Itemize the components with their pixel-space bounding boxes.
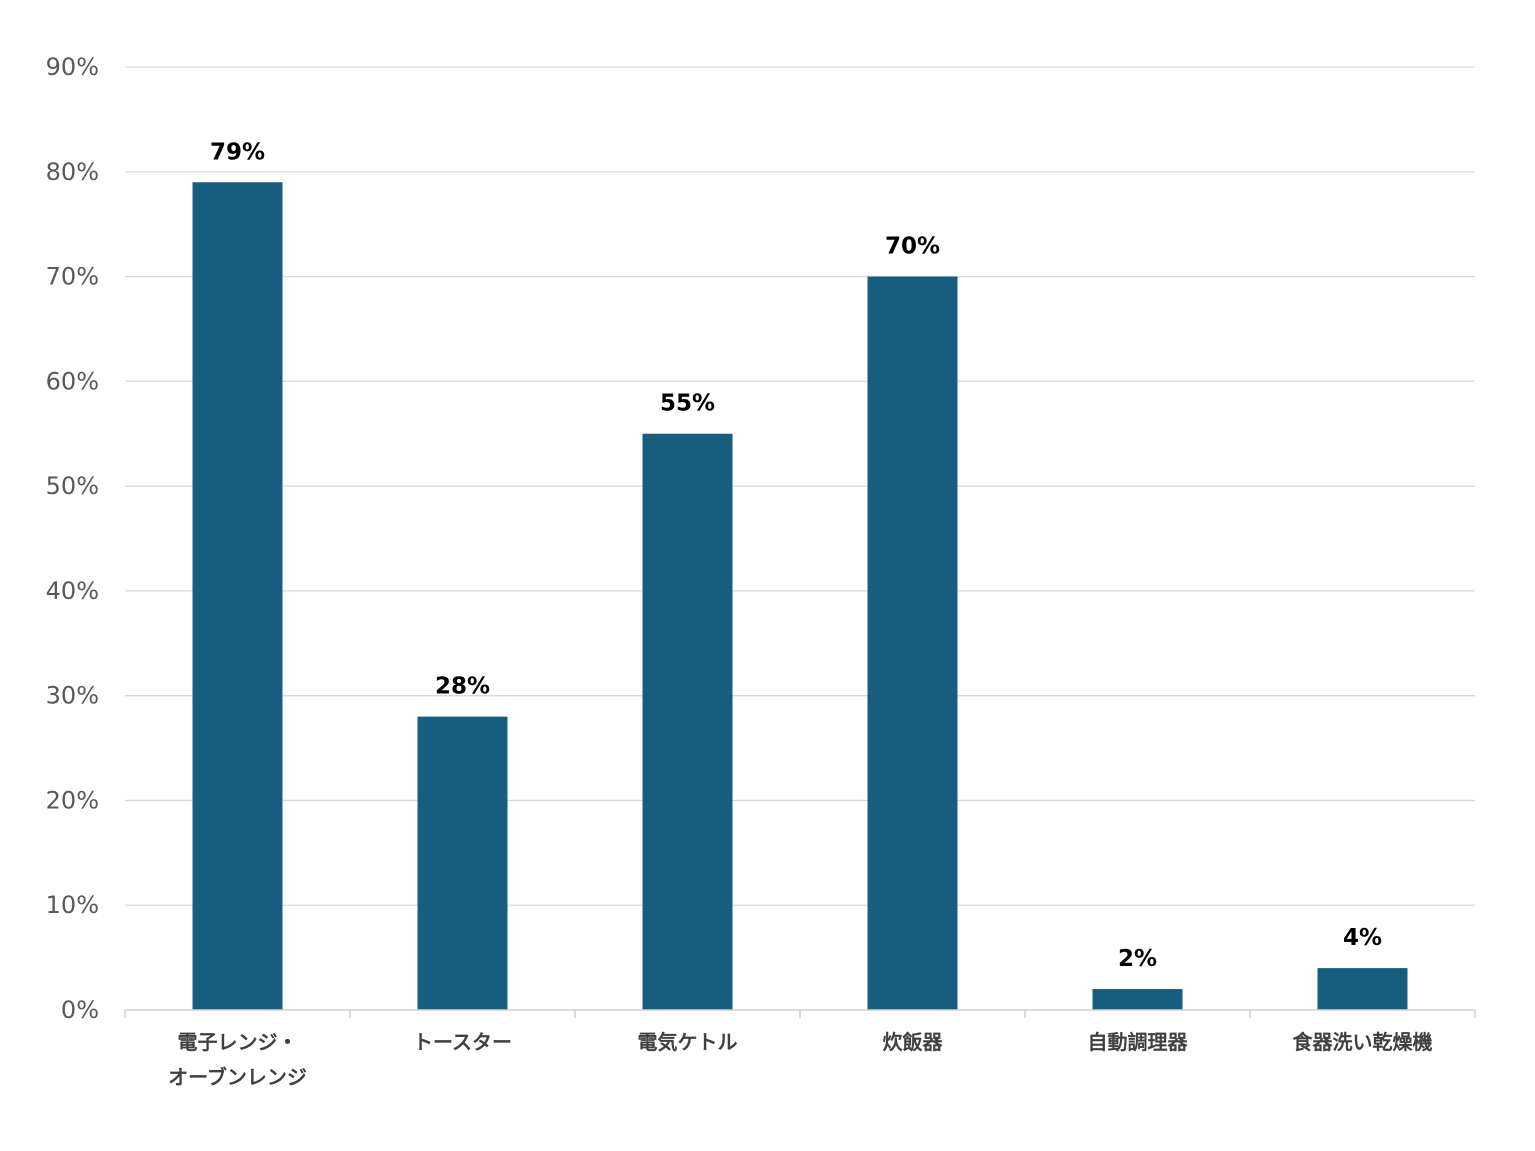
bar: [642, 433, 733, 1010]
x-tick-label: 電気ケトル: [638, 1030, 738, 1054]
y-tick-label: 50%: [46, 472, 99, 500]
data-label: 28%: [435, 674, 490, 700]
data-label: 4%: [1343, 925, 1382, 951]
x-axis-tick-labels: 電子レンジ・オーブンレンジ トースター 電気ケトル 炊飯器 自動調理器 食器洗い乾燥機: [168, 1030, 1432, 1089]
data-label: 79%: [210, 139, 265, 165]
bar: [417, 716, 508, 1010]
x-tick-label: 食器洗い乾燥機: [1293, 1030, 1433, 1054]
y-tick-label: 60%: [46, 367, 99, 395]
data-label: 55%: [660, 391, 715, 417]
bar: [1092, 989, 1183, 1010]
bar: [867, 276, 958, 1010]
y-axis-tick-labels: 0% 10% 20% 30% 40% 50% 60% 70% 80% 90%: [46, 53, 99, 1024]
y-tick-label: 70%: [46, 263, 99, 291]
bar: [1317, 968, 1408, 1010]
data-label: 2%: [1118, 946, 1157, 972]
x-tick-label: 電子レンジ・: [178, 1030, 298, 1054]
bars: [192, 182, 1408, 1010]
y-tick-label: 40%: [46, 577, 99, 605]
y-tick-label: 80%: [46, 158, 99, 186]
y-tick-label: 10%: [46, 891, 99, 919]
y-tick-label: 30%: [46, 682, 99, 710]
bar: [192, 182, 283, 1010]
y-tick-label: 90%: [46, 53, 99, 81]
x-tick-label: オーブンレンジ: [168, 1065, 307, 1089]
data-label: 70%: [885, 234, 940, 260]
y-tick-label: 20%: [46, 786, 99, 814]
y-tick-label: 0%: [61, 996, 99, 1024]
x-axis: [124, 1009, 1476, 1018]
gridlines: [125, 66, 1475, 906]
x-tick-label: 自動調理器: [1088, 1030, 1189, 1054]
data-labels: 79% 28% 55% 70% 2% 4%: [210, 139, 1382, 972]
x-tick-label: トースター: [413, 1030, 512, 1054]
x-tick-label: 炊飯器: [883, 1030, 944, 1054]
